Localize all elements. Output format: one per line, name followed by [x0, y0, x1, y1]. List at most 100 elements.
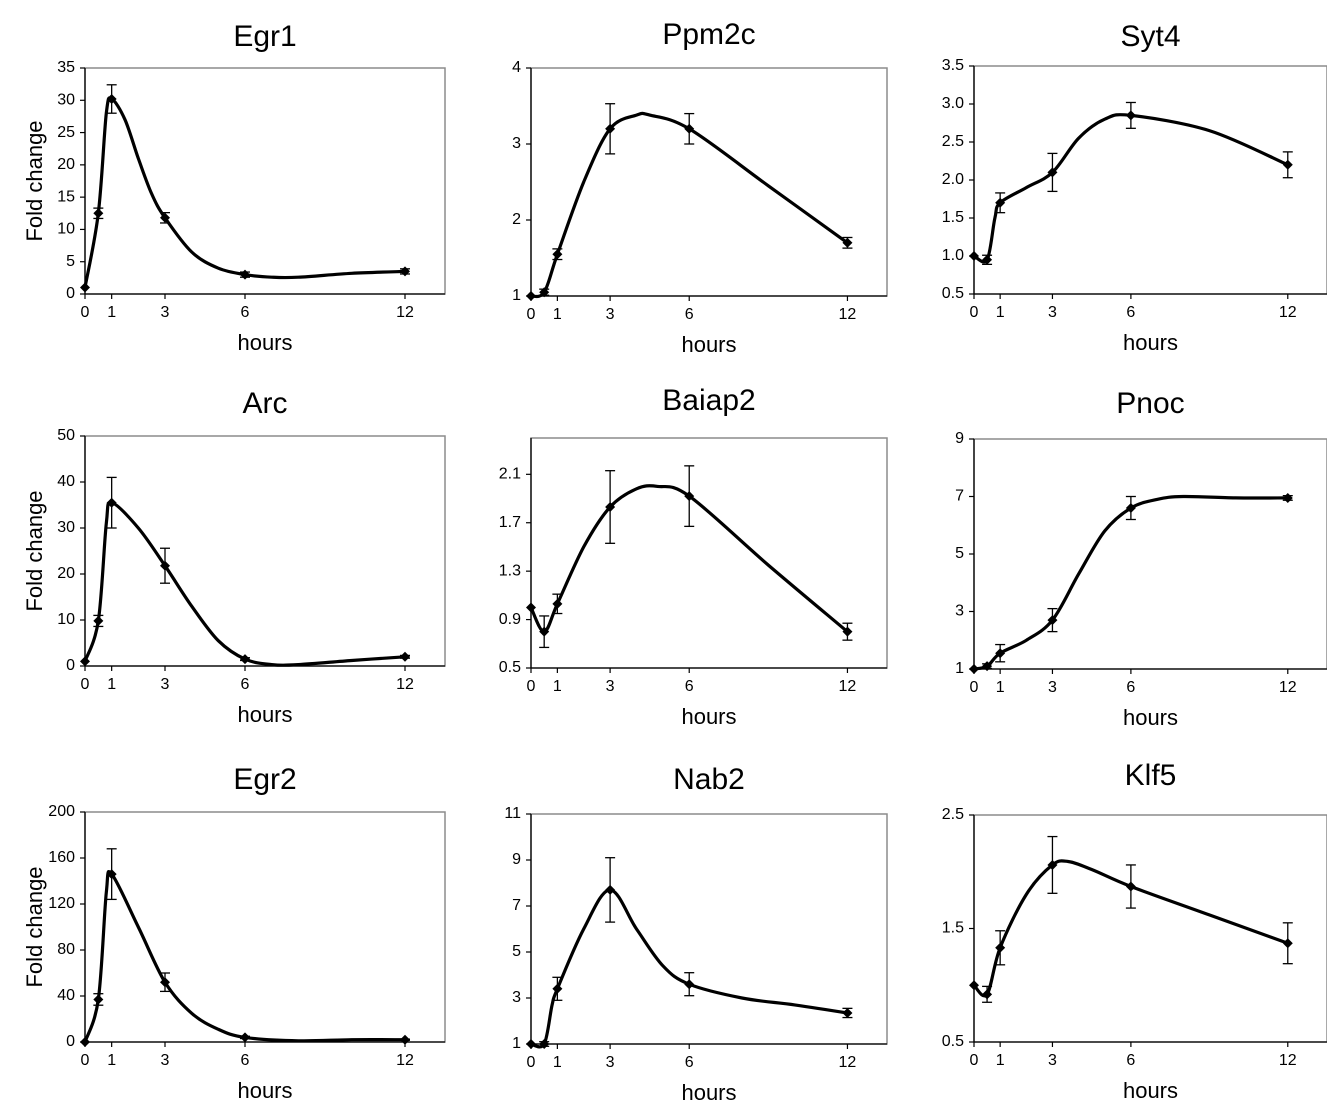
y-tick-label: 5 — [955, 545, 964, 562]
data-point — [552, 598, 563, 609]
series-line — [972, 494, 1290, 671]
x-tick-label: 0 — [970, 679, 979, 696]
x-axis-label: hours — [237, 330, 292, 355]
y-axis-label: Fold change — [22, 866, 47, 987]
x-axis-label: hours — [1123, 330, 1178, 355]
x-tick-label: 3 — [606, 678, 615, 695]
x-axis-label: hours — [237, 702, 292, 727]
data-point — [1047, 859, 1058, 870]
data-point — [995, 648, 1006, 659]
x-tick-label: 12 — [1279, 1052, 1297, 1069]
x-axis-label: hours — [681, 704, 736, 729]
y-tick-label: 15 — [57, 188, 75, 205]
y-tick-label: 35 — [57, 59, 75, 76]
y-tick-label: 50 — [57, 427, 75, 444]
data-point — [160, 977, 170, 988]
y-tick-label: 2.5 — [942, 806, 964, 823]
x-tick-label: 3 — [161, 304, 170, 321]
chart-title: Egr2 — [233, 763, 296, 796]
x-tick-label: 0 — [527, 306, 536, 323]
data-point — [400, 266, 410, 277]
x-tick-label: 1 — [553, 306, 562, 323]
data-point — [93, 994, 104, 1005]
data-point — [1282, 159, 1293, 170]
data-point — [1282, 492, 1293, 503]
x-tick-label: 6 — [241, 304, 250, 321]
x-tick-label: 0 — [527, 1054, 536, 1071]
x-tick-label: 6 — [241, 676, 250, 693]
x-tick-label: 0 — [970, 1052, 979, 1069]
y-tick-label: 0.5 — [499, 659, 521, 676]
chart-panel-baiap2: Baiap2 0.5 0.9 1.3 1.7 2.1 0 1 3 6 12 hours — [499, 384, 888, 729]
chart-panel-klf5: Klf5 0.5 1.5 2.5 0 1 3 6 12 hours — [942, 759, 1327, 1100]
x-tick-label: 1 — [996, 304, 1005, 321]
plot-area-frame — [973, 814, 1327, 1043]
x-tick-label: 0 — [81, 1052, 90, 1069]
data-point — [552, 983, 563, 994]
y-tick-label: 3.0 — [942, 95, 964, 112]
data-point — [240, 269, 250, 280]
x-tick-label: 6 — [685, 306, 694, 323]
series-line — [83, 96, 407, 290]
x-tick-label: 0 — [970, 304, 979, 321]
chart-title: Ppm2c — [662, 18, 755, 51]
y-tick-label: 25 — [57, 124, 75, 141]
series-line — [972, 859, 1290, 998]
data-point — [80, 1037, 90, 1047]
chart-title: Syt4 — [1120, 20, 1180, 53]
data-point — [539, 287, 550, 298]
y-tick-label: 40 — [57, 987, 75, 1004]
data-point — [982, 989, 993, 1000]
x-tick-label: 12 — [839, 306, 857, 323]
data-point — [539, 626, 550, 637]
y-tick-label: 2.5 — [942, 133, 964, 150]
y-tick-label: 9 — [512, 851, 521, 868]
y-tick-label: 3 — [512, 989, 521, 1006]
data-point — [526, 602, 536, 613]
data-point — [842, 626, 853, 637]
y-tick-label: 0.5 — [942, 1033, 964, 1050]
data-point — [1047, 615, 1058, 626]
y-tick-label: 80 — [57, 941, 75, 958]
data-point — [1125, 881, 1136, 892]
y-tick-label: 10 — [57, 221, 75, 238]
y-tick-label: 5 — [512, 943, 521, 960]
data-point — [982, 661, 993, 672]
x-tick-label: 1 — [996, 679, 1005, 696]
y-tick-label: 0.5 — [942, 285, 964, 302]
y-tick-label: 7 — [512, 897, 521, 914]
series-line — [83, 870, 407, 1044]
data-point — [1047, 167, 1058, 178]
series-line — [529, 111, 849, 299]
x-tick-label: 6 — [1126, 679, 1135, 696]
y-tick-label: 3.5 — [942, 57, 964, 74]
data-point — [160, 212, 170, 223]
plot-area-frame — [84, 435, 446, 667]
y-tick-label: 1.3 — [499, 562, 521, 579]
x-tick-label: 3 — [606, 306, 615, 323]
x-tick-label: 3 — [1048, 304, 1057, 321]
y-tick-label: 1.0 — [942, 247, 964, 264]
plot-area-frame — [973, 438, 1327, 670]
x-tick-label: 6 — [685, 678, 694, 695]
series-line — [529, 484, 849, 634]
data-point — [400, 651, 410, 662]
data-point — [1282, 938, 1293, 949]
y-tick-label: 0 — [66, 1033, 75, 1050]
data-point — [80, 282, 90, 293]
y-tick-label: 4 — [512, 59, 521, 76]
y-tick-label: 30 — [57, 519, 75, 536]
data-point — [400, 1034, 410, 1045]
data-point — [684, 979, 695, 990]
x-axis-label: hours — [1123, 1078, 1178, 1100]
x-tick-label: 12 — [1279, 304, 1297, 321]
y-tick-label: 11 — [504, 805, 521, 822]
data-point — [106, 93, 117, 104]
data-point — [1125, 110, 1136, 121]
data-point — [969, 664, 979, 674]
data-point — [605, 502, 616, 512]
y-tick-label: 10 — [57, 611, 75, 628]
